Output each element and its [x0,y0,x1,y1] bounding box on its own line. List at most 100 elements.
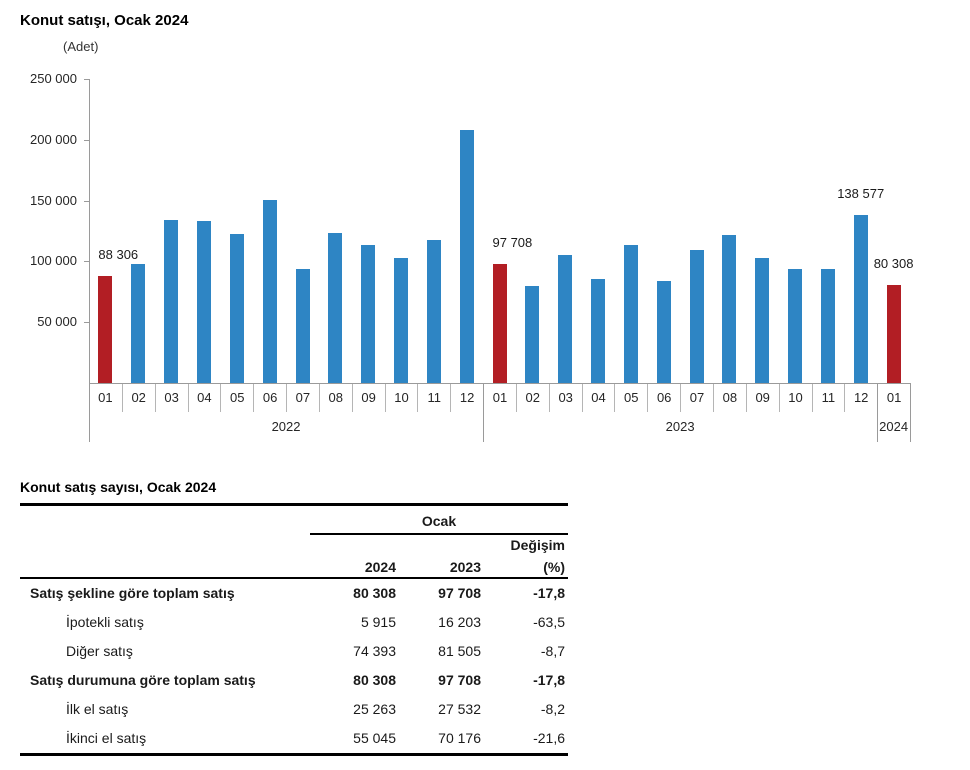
value-change-pct: -8,2 [540,701,565,717]
row-label: Satış şekline göre toplam satış [30,585,235,601]
month-label: 10 [778,384,812,412]
value-2024: 55 045 [353,730,396,746]
col-header-degisim: Değişim [510,537,565,553]
row-label: Satış durumuna göre toplam satış [30,672,256,688]
value-2023: 97 708 [438,585,481,601]
value-change-pct: -8,7 [540,643,565,659]
axis-year-separator [910,383,911,442]
month-label: 05 [614,384,647,412]
x-axis-line [89,383,910,384]
chart-bar [591,278,605,383]
table-row: Satış şekline göre toplam satış 80 308 97 … [20,579,568,608]
chart-bar [525,285,540,383]
col-header-2023: 2023 [449,559,481,575]
y-axis-tick [84,261,89,263]
y-tick-label: 200 000 [30,131,77,147]
table-body: Satış şekline göre toplam satış 80 308 97 … [20,579,568,753]
chart-bar [853,214,868,383]
month-label: 03 [548,384,582,412]
month-label: 09 [351,384,385,412]
header-group-divider [310,533,568,535]
month-label: 12 [450,384,483,412]
axis-year-separator [483,383,485,442]
bar-value-label: 97 708 [492,235,533,251]
value-2023: 70 176 [438,730,481,746]
axis-year-separator [89,383,90,442]
chart-bar [722,234,737,383]
value-2023: 97 708 [438,672,481,688]
table-header-row: 2024 2023 (%) [20,557,568,577]
housing-sales-bar-chart: 250 000 200 000 150 000 100 000 50 000 88 306… [30,71,914,442]
month-label: 02 [121,384,155,412]
chart-bar [689,249,704,383]
col-header-empty [20,557,306,577]
row-label: İlk el satış [66,701,129,717]
year-label-2022: 2022 [271,419,301,434]
bar-value-label: 138 577 [837,185,885,201]
year-label-2023: 2023 [665,419,695,434]
bar-value-label: 80 308 [873,256,914,272]
chart-title: Konut satışı, Ocak 2024 [20,12,189,29]
month-label: 04 [187,384,221,412]
month-label: 07 [286,384,319,412]
month-label: 07 [680,384,713,412]
y-tick-label: 100 000 [30,253,77,269]
chart-bar [492,264,507,383]
month-label: 11 [417,384,450,412]
chart-bar [623,245,638,383]
chart-bar [820,269,835,383]
value-change-pct: -17,8 [533,672,565,688]
chart-bar [886,285,901,383]
row-label: İkinci el satış [66,730,147,746]
chart-bar [328,232,343,383]
chart-bar [558,254,573,383]
col-header-2024: 2024 [364,559,396,575]
col-group-header-ocak: Ocak [421,513,457,529]
table-row: Diğer satış 74 393 81 505 -8,7 [20,637,568,666]
value-2023: 81 505 [438,643,481,659]
y-axis-line [89,79,90,383]
y-tick-label: 250 000 [30,71,77,86]
sales-table: Ocak Değişim 2024 2023 (%) Satış şekline… [20,503,568,756]
value-2024: 74 393 [353,643,396,659]
y-tick-label: 50 000 [37,314,77,330]
month-label: 06 [253,384,286,412]
chart-bar [295,268,310,383]
month-label: 12 [844,384,877,412]
chart-bar [788,269,803,383]
value-2023: 16 203 [438,614,481,630]
chart-bar [229,233,244,383]
y-axis-tick [84,139,89,141]
chart-bar [98,275,113,383]
value-2024: 5 915 [360,614,396,630]
month-label: 05 [220,384,253,412]
month-label: 01 [483,384,516,412]
month-label: 03 [154,384,188,412]
chart-bar [164,219,179,383]
value-change-pct: -21,6 [533,730,565,746]
chart-bar [361,245,376,383]
chart-bar [755,258,770,383]
chart-bar [131,264,146,383]
month-label: 11 [811,384,845,412]
table-row: İpotekli satış 5 915 16 203 -63,5 [20,608,568,637]
chart-bar [196,221,211,383]
table-title: Konut satış sayısı, Ocak 2024 [20,479,217,495]
month-label: 01 [98,390,113,405]
chart-bar [459,130,474,383]
value-change-pct: -63,5 [533,614,565,630]
y-axis-tick [84,79,89,80]
chart-bar [394,258,408,383]
month-label: 09 [745,384,779,412]
value-2024: 25 263 [353,701,396,717]
month-label: 02 [515,384,549,412]
col-header-percent: (%) [543,559,565,575]
value-change-pct: -17,8 [533,585,565,601]
table-row: Satış durumuna göre toplam satış 80 308 97… [20,666,568,695]
table-row: İkinci el satış 55 045 70 176 -21,6 [20,724,568,753]
chart-unit-label: (Adet) [63,39,99,54]
value-2024: 80 308 [353,585,396,601]
axis-year-separator [877,383,879,442]
month-label: 04 [581,384,615,412]
